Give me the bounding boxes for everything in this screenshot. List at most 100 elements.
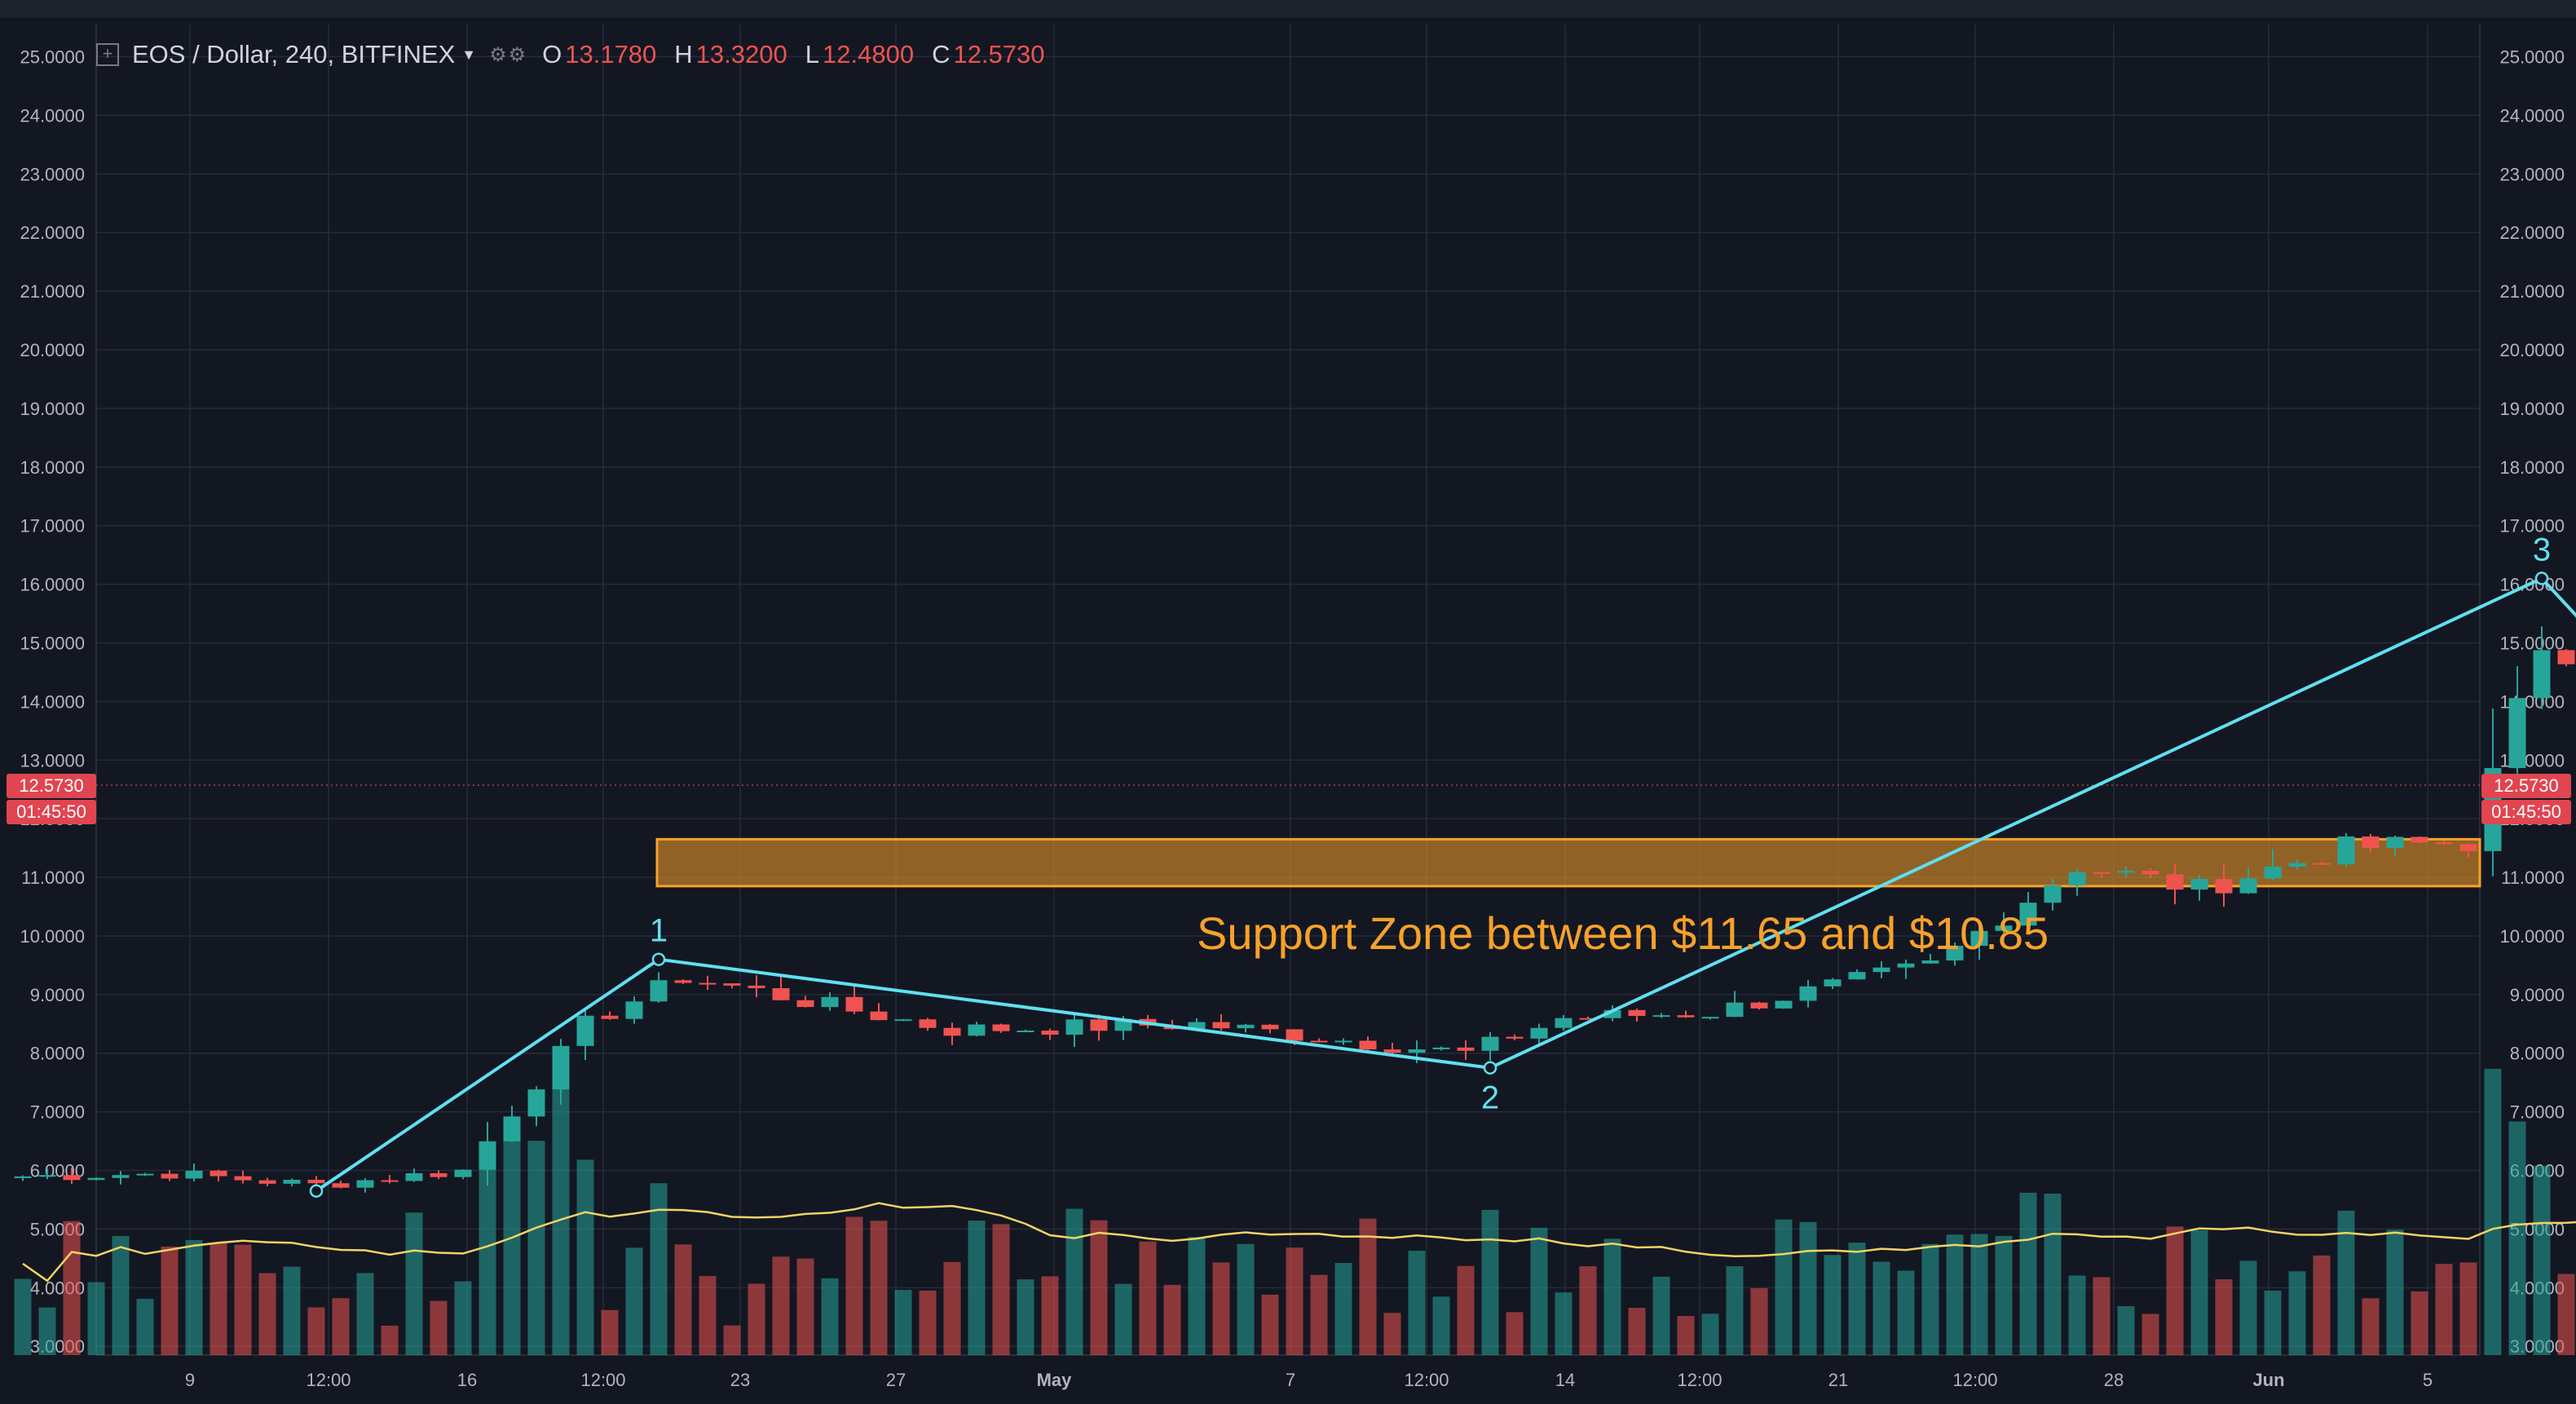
symbol-title[interactable]: EOS / Dollar, 240, BITFINEX [132, 40, 456, 68]
volume-bar [2484, 1068, 2502, 1355]
candle-body [2142, 871, 2159, 875]
impulse-wave-point[interactable] [2534, 572, 2549, 585]
close-key: C [932, 40, 951, 68]
candle [674, 979, 692, 985]
candle-body [1383, 1049, 1401, 1053]
candle-body [503, 1116, 521, 1141]
y-tick-label-left: 7.0000 [30, 1102, 85, 1123]
volume-bar [699, 1276, 717, 1355]
y-tick-label-right: 11.0000 [2501, 868, 2565, 888]
candle-body [2435, 842, 2453, 845]
volume-bar [1824, 1255, 1842, 1355]
y-tick-label-left: 20.0000 [20, 340, 85, 360]
y-tick-label-left: 9.0000 [30, 985, 85, 1005]
candle [503, 1106, 521, 1143]
candle-body [63, 1175, 81, 1181]
candle-body [1750, 1002, 1768, 1009]
candle-body [1677, 1015, 1695, 1018]
x-tick-label: 12:00 [1404, 1370, 1449, 1390]
candle-body [919, 1019, 937, 1028]
candle [2215, 863, 2233, 907]
candle-body [1530, 1027, 1548, 1039]
volume-bar [821, 1278, 839, 1355]
volume-bar [2142, 1313, 2159, 1355]
candle-body [2166, 874, 2184, 890]
volume-bar [430, 1300, 448, 1355]
candle-body [943, 1027, 961, 1036]
volume-bar [968, 1221, 986, 1355]
candle [650, 972, 668, 1003]
gear-icon[interactable]: ⚙⚙ [489, 43, 528, 66]
candle-body [1432, 1047, 1450, 1049]
candle [2142, 868, 2159, 879]
candle [136, 1172, 154, 1177]
impulse-wave-point[interactable] [651, 952, 666, 966]
impulse-wave-label: 1 [650, 913, 668, 949]
volume-bar [1530, 1227, 1548, 1355]
y-tick-label-right: 7.0000 [2510, 1102, 2565, 1123]
volume-bar [2264, 1290, 2282, 1355]
candle-body [2362, 836, 2380, 848]
candle-body [699, 982, 717, 985]
x-tick-label: 12:00 [580, 1370, 625, 1390]
chevron-down-icon[interactable]: ▼ [461, 46, 477, 63]
volume-bar [283, 1266, 301, 1355]
candle-body [1628, 1009, 1646, 1017]
volume-bar [772, 1256, 790, 1355]
candle [405, 1168, 423, 1182]
volume-bar [1799, 1221, 1817, 1355]
plus-icon[interactable]: + [96, 43, 119, 66]
volume-bar [1897, 1270, 1915, 1355]
impulse-wave-point[interactable] [1483, 1061, 1498, 1075]
volume-bar [1114, 1283, 1132, 1355]
candle [845, 986, 863, 1014]
y-tick-label-left: 10.0000 [20, 926, 85, 947]
volume-bar [136, 1299, 154, 1355]
volume-bar [185, 1239, 203, 1355]
candle [1750, 1001, 1768, 1010]
candle-body [381, 1180, 399, 1182]
volume-bar [527, 1141, 545, 1355]
candle [1824, 978, 1842, 989]
x-tick-label: 7 [1286, 1370, 1295, 1390]
candle-body [2411, 837, 2428, 843]
y-tick-label-right: 10.0000 [2499, 926, 2565, 947]
candle [2459, 843, 2477, 859]
candle [1603, 1005, 1621, 1022]
candle-body [1726, 1002, 1744, 1018]
impulse-wave-line[interactable] [315, 162, 2576, 1193]
volume-bar [943, 1261, 961, 1355]
y-tick-label-right: 8.0000 [2510, 1044, 2565, 1064]
candle-body [968, 1024, 986, 1036]
volume-bar [2019, 1192, 2037, 1355]
candle [527, 1086, 545, 1127]
candle-body [1652, 1015, 1670, 1018]
candle [1237, 1023, 1255, 1033]
volume-bar [1603, 1238, 1621, 1355]
volume-bar [1701, 1313, 1719, 1355]
candle-body [1481, 1036, 1499, 1051]
candle-body [1017, 1031, 1034, 1033]
volume-bar [503, 1134, 521, 1355]
candle [185, 1163, 203, 1181]
candle-body [112, 1175, 130, 1178]
candle-body [161, 1173, 179, 1179]
volume-bar [650, 1183, 668, 1355]
candle-body [1506, 1036, 1524, 1039]
volume-bar [2337, 1210, 2355, 1355]
impulse-wave-point[interactable] [309, 1184, 324, 1198]
candle [1334, 1038, 1352, 1045]
volume-bar [2044, 1193, 2062, 1355]
candle-body [2117, 871, 2135, 873]
candle [748, 975, 765, 998]
volume-bar [14, 1278, 32, 1355]
candle-body [405, 1172, 423, 1181]
volume-bar [845, 1216, 863, 1355]
volume-bar [1481, 1209, 1499, 1355]
volume-bar [1726, 1266, 1744, 1355]
candle [210, 1169, 227, 1181]
volume-bar [1677, 1316, 1695, 1355]
countdown-tag-right: 01:45:50 [2481, 800, 2571, 824]
candle [258, 1177, 276, 1186]
